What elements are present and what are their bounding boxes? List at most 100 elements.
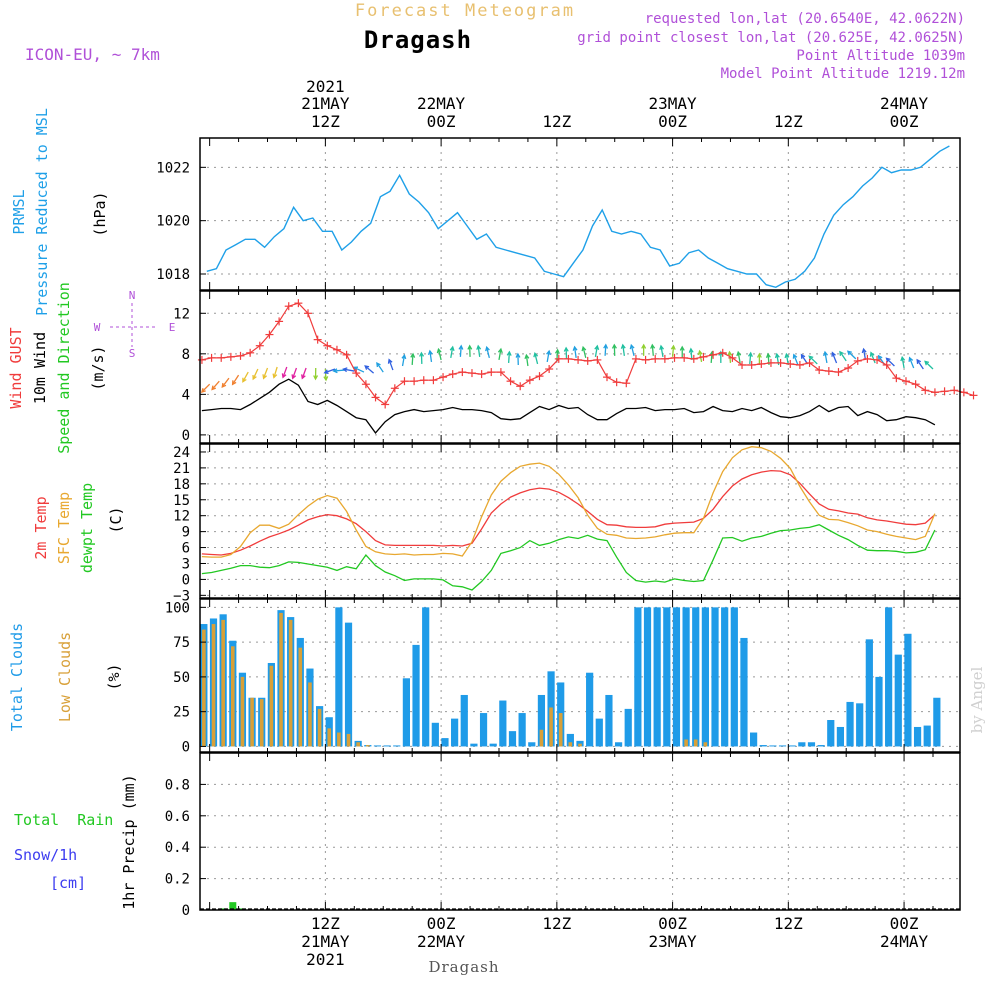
wind-arrow-shaft xyxy=(862,348,867,361)
total-cloud-bar xyxy=(692,607,700,747)
low-cloud-bar xyxy=(221,619,225,747)
wind-arrow-head xyxy=(846,350,852,356)
wind-arrow-shaft xyxy=(252,368,259,380)
snow-unit: [cm] xyxy=(50,874,86,892)
y-tick-label: 12 xyxy=(173,509,190,525)
wind-arrow xyxy=(594,344,600,357)
grid-coords: grid point closest lon,lat (20.625E, 42.… xyxy=(577,30,965,46)
rain-bar xyxy=(229,902,237,910)
wind-arrow-head xyxy=(242,377,247,383)
y-tick-label: 0.6 xyxy=(165,809,190,825)
wind-arrow-head xyxy=(323,376,329,382)
y-tick-label: 3 xyxy=(182,556,190,572)
snow-label: Snow/1h xyxy=(14,846,77,864)
wind-arrow xyxy=(650,343,656,356)
compass-rose: N S W E xyxy=(94,289,176,360)
gust-marker xyxy=(969,391,978,400)
low-cloud-bar xyxy=(298,647,303,747)
total-cloud-bar xyxy=(721,607,729,747)
top-time-label: 12Z xyxy=(774,112,803,131)
gust-marker xyxy=(574,355,583,364)
top-time-label: 00Z xyxy=(427,112,456,131)
wind-arrow-shaft xyxy=(847,350,857,360)
wind-arrow xyxy=(506,350,512,363)
wind-arrow xyxy=(861,347,867,361)
wind-gust-line xyxy=(201,302,974,406)
precip-label: 1hr Precip (mm) xyxy=(120,774,138,909)
total-cloud-bar xyxy=(518,713,526,747)
gust-marker xyxy=(390,384,399,393)
gust-marker xyxy=(834,368,843,377)
wind-arrow xyxy=(242,371,249,383)
total-cloud-bar xyxy=(923,725,931,747)
wind-arrow-shaft xyxy=(793,354,799,366)
total-cloud-bar xyxy=(402,678,410,747)
wind-arrow xyxy=(629,343,635,357)
wind-arrow-head xyxy=(650,343,656,349)
wind-arrow-shaft xyxy=(324,368,327,381)
wind-arrow-shaft xyxy=(498,348,502,361)
wind-arrow xyxy=(387,358,394,371)
wind-arrow-head xyxy=(620,343,626,349)
total-cloud-bar xyxy=(508,731,517,747)
y-tick-label: 18 xyxy=(173,477,190,493)
total-cloud-bar xyxy=(798,742,806,747)
total-cloud-bar xyxy=(335,607,343,747)
total-cloud-bar xyxy=(373,745,382,747)
top-time-label: 12Z xyxy=(542,112,571,131)
low-cloud-bar xyxy=(578,743,582,747)
total-cloud-bar xyxy=(595,718,603,747)
wind-arrow xyxy=(515,352,521,365)
wind-arrow-shaft xyxy=(737,352,741,364)
gust-marker xyxy=(255,341,264,350)
chart-title: Forecast Meteogram xyxy=(355,1,575,21)
clouds-panel: 0 25 50 75 100 Total Clouds Low Clouds (%) xyxy=(8,598,961,755)
wind-arrow-head xyxy=(839,350,844,356)
wind-arrow xyxy=(603,343,609,356)
wind-arrow-shaft xyxy=(582,347,587,359)
gust-marker xyxy=(776,358,785,367)
gust-marker xyxy=(824,367,833,376)
gust-marker xyxy=(844,364,853,373)
gust-marker xyxy=(603,373,612,382)
wind-arrow-head xyxy=(823,350,829,357)
wind-arrow-head xyxy=(756,352,762,358)
wind-unit: (m/s) xyxy=(89,345,107,390)
gust-marker xyxy=(313,335,322,344)
gust-marker xyxy=(477,370,486,379)
total-cloud-bar xyxy=(566,733,574,747)
wind-arrow xyxy=(211,380,220,391)
wind-arrow xyxy=(823,350,829,364)
total-cloud-bar xyxy=(933,697,941,747)
wind-arrow-head xyxy=(458,344,464,350)
wind-arrow-head xyxy=(281,373,287,379)
wind-arrow xyxy=(670,344,676,357)
wind-arrow-head xyxy=(291,374,297,380)
y-tick-label: 75 xyxy=(173,635,190,651)
gust-marker xyxy=(410,377,419,386)
wind-arrow xyxy=(342,367,355,373)
total-cloud-bar xyxy=(422,607,430,747)
wind-arrow xyxy=(792,353,799,366)
wind-arrow xyxy=(572,345,578,358)
temp-2m-line xyxy=(201,469,936,556)
y-tick-label: 0 xyxy=(182,572,190,588)
wind-arrow-shaft xyxy=(376,362,384,373)
y-tick-label: 8 xyxy=(182,347,190,363)
wind-arrow-head xyxy=(342,367,348,373)
total-rain-label: Total Rain xyxy=(14,811,113,829)
gust-marker xyxy=(699,352,708,361)
gust-marker xyxy=(940,387,949,396)
total-cloud-bar xyxy=(701,607,709,747)
wind-arrow-head xyxy=(387,358,393,364)
wind-arrow-shaft xyxy=(282,366,288,378)
y-tick-label: 0.2 xyxy=(165,872,190,888)
total-cloud-bar xyxy=(894,654,902,747)
total-cloud-bar xyxy=(672,607,681,747)
wind-arrow xyxy=(659,344,665,357)
gust-marker xyxy=(689,354,698,363)
gust-marker xyxy=(901,377,910,386)
gust-marker xyxy=(304,309,313,318)
total-cloud-bar xyxy=(460,694,468,747)
